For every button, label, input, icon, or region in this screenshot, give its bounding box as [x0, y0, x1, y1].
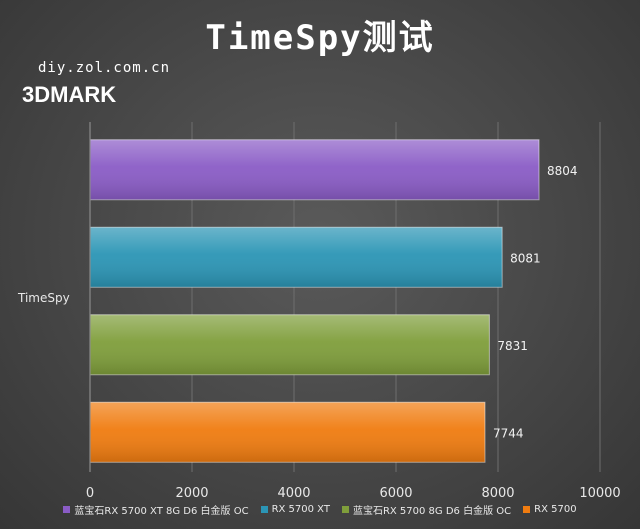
legend-item: RX 5700 [523, 502, 577, 517]
watermark-text: diy.zol.com.cn [38, 60, 171, 76]
legend-label: RX 5700 XT [271, 504, 330, 515]
legend-label: 蓝宝石RX 5700 XT 8G D6 白金版 OC [74, 506, 249, 517]
bar-highlight [90, 314, 490, 375]
legend-swatch [63, 506, 71, 513]
legend-item: 蓝宝石RX 5700 8G D6 白金版 OC [341, 502, 512, 517]
data-label: 7744 [493, 426, 524, 440]
category-label: TimeSpy [17, 291, 70, 305]
data-label: 7831 [497, 339, 528, 353]
data-label: 8081 [510, 251, 541, 265]
x-tick-label: 6000 [379, 486, 412, 501]
x-tick-label: 10000 [579, 486, 620, 501]
legend-item: RX 5700 XT [260, 502, 330, 517]
x-tick-label: 2000 [175, 486, 208, 501]
legend-item: 蓝宝石RX 5700 XT 8G D6 白金版 OC [63, 502, 249, 517]
bar-highlight [90, 402, 485, 463]
brand-logo-text: 3DMARK [22, 82, 117, 107]
data-label: 8804 [547, 164, 578, 178]
bar-highlight [90, 227, 503, 288]
chart-title: TimeSpy测试 [205, 18, 435, 58]
x-tick-label: 0 [86, 486, 94, 501]
legend-swatch [523, 506, 531, 513]
legend-swatch [341, 506, 349, 513]
legend-swatch [260, 506, 268, 513]
bar-highlight [90, 139, 540, 200]
legend: 蓝宝石RX 5700 XT 8G D6 白金版 OC RX 5700 XT 蓝宝石R… [0, 502, 640, 517]
legend-label: RX 5700 [534, 504, 577, 515]
x-tick-label: 8000 [481, 486, 514, 501]
x-tick-label: 4000 [277, 486, 310, 501]
legend-label: 蓝宝石RX 5700 8G D6 白金版 OC [352, 506, 512, 517]
